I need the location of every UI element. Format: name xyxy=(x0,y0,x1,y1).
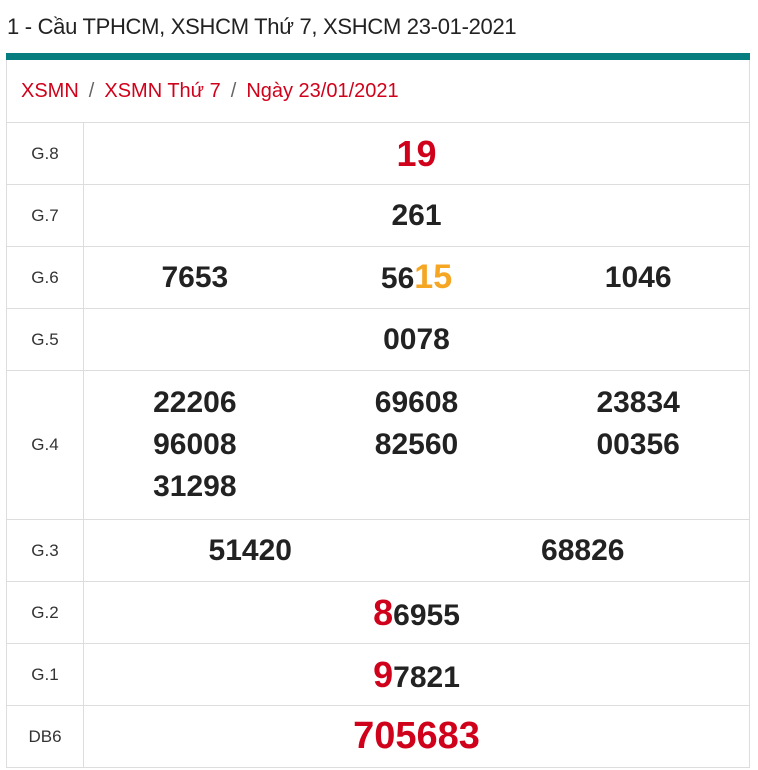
number-highlight: 15 xyxy=(414,258,453,296)
row-g4: G.4 22206 69608 23834 96008 82560 00356 … xyxy=(7,371,749,520)
prize-db-value: 705683 xyxy=(353,715,480,757)
prize-label: G.1 xyxy=(7,644,84,705)
results-table: XSMN / XSMN Thứ 7 / Ngày 23/01/2021 G.8 … xyxy=(6,60,750,768)
row-g2: G.2 86955 xyxy=(7,582,749,644)
prize-g4-value: 31298 xyxy=(153,470,237,503)
prize-g6-value: 7653 xyxy=(161,260,229,294)
row-db: DB6 705683 xyxy=(7,706,749,767)
prize-g4-value: 23834 xyxy=(596,386,680,419)
breadcrumb-xsmn-thu7[interactable]: XSMN Thứ 7 xyxy=(104,79,221,102)
breadcrumb-separator: / xyxy=(230,79,237,102)
row-g8: G.8 19 xyxy=(7,123,749,185)
prize-label: DB6 xyxy=(7,706,84,767)
prize-g6-value: 5615 xyxy=(306,258,528,297)
row-g7: G.7 261 xyxy=(7,185,749,247)
breadcrumb-xsmn[interactable]: XSMN xyxy=(21,79,79,102)
prize-g3-value: 51420 xyxy=(208,533,292,567)
row-g3: G.3 51420 68826 xyxy=(7,520,749,582)
prize-g4-value: 22206 xyxy=(153,386,237,419)
prize-g1-value: 97821 xyxy=(84,654,749,696)
accent-bar xyxy=(6,53,750,60)
prize-label: G.3 xyxy=(7,520,84,581)
prize-g2-value: 86955 xyxy=(84,592,749,634)
prize-label: G.7 xyxy=(7,185,84,246)
row-g5: G.5 0078 xyxy=(7,309,749,371)
breadcrumb-separator: / xyxy=(88,79,95,102)
prize-g4-value: 00356 xyxy=(596,428,680,461)
prize-g4-value: 69608 xyxy=(374,386,459,419)
prize-g8-value: 19 xyxy=(396,132,437,174)
number-rest: 7821 xyxy=(393,660,460,694)
row-g1: G.1 97821 xyxy=(7,644,749,706)
number-prefix: 56 xyxy=(380,262,415,295)
prize-g4-value: 82560 xyxy=(374,428,459,461)
prize-label: G.5 xyxy=(7,309,84,370)
prize-g6-value: 1046 xyxy=(604,260,672,294)
prize-g3-value: 68826 xyxy=(541,533,625,567)
page-title: 1 - Cầu TPHCM, XSHCM Thứ 7, XSHCM 23-01-… xyxy=(7,14,517,39)
prize-label: G.6 xyxy=(7,247,84,308)
breadcrumb: XSMN / XSMN Thứ 7 / Ngày 23/01/2021 xyxy=(7,60,749,123)
number-head: 8 xyxy=(373,591,394,633)
number-head: 9 xyxy=(373,653,394,695)
prize-g5-value: 0078 xyxy=(383,322,450,356)
prize-label: G.4 xyxy=(7,371,84,519)
prize-g7-value: 261 xyxy=(391,198,442,232)
prize-label: G.2 xyxy=(7,582,84,643)
number-rest: 6955 xyxy=(393,598,460,632)
prize-label: G.8 xyxy=(7,123,84,184)
row-g6: G.6 7653 5615 1046 xyxy=(7,247,749,309)
prize-g4-value: 96008 xyxy=(153,428,237,461)
breadcrumb-date[interactable]: Ngày 23/01/2021 xyxy=(246,79,399,102)
